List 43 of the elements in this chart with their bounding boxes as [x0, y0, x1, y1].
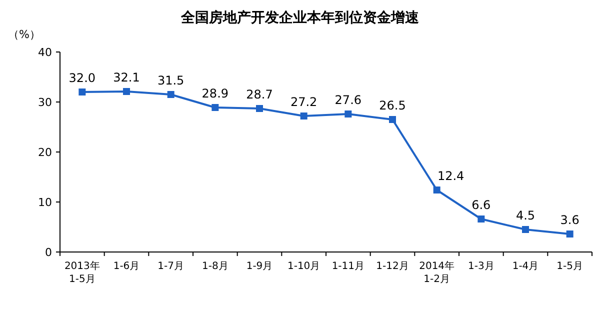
data-label: 28.7 [246, 88, 273, 102]
data-label: 27.6 [334, 93, 362, 107]
data-label: 28.9 [202, 86, 229, 100]
data-label: 26.5 [379, 98, 406, 112]
data-label: 12.4 [437, 169, 464, 183]
point [300, 112, 308, 120]
x-tick-label: 1-9月 [246, 261, 273, 272]
point [566, 230, 574, 238]
point [522, 226, 529, 233]
point [123, 88, 130, 95]
x-tick-label: 1-4月 [512, 261, 539, 272]
data-label: 6.6 [472, 198, 491, 212]
y-tick-label: 0 [45, 246, 52, 259]
y-axis-title: （%） [8, 28, 40, 41]
x-tick-label: 1-8月 [202, 261, 228, 272]
data-label: 4.5 [516, 208, 536, 222]
data-label: 32.1 [113, 70, 140, 84]
x-tick-label: 1-12月 [376, 261, 409, 272]
point [167, 91, 174, 98]
chart-title: 全国房地产开发企业本年到位资金增速 [180, 9, 420, 26]
x-tick-label: 2013年 1-5月 [64, 260, 100, 285]
data-label: 3.6 [560, 213, 580, 227]
y-tick-label: 10 [38, 196, 52, 209]
point [389, 116, 396, 123]
data-label: 31.5 [157, 74, 184, 88]
point [344, 110, 352, 118]
data-label: 27.2 [290, 95, 318, 109]
x-tick-label: 1-5月 [556, 261, 584, 272]
x-tick-label: 1-11月 [332, 261, 365, 272]
x-tick-label: 1-3月 [468, 261, 494, 272]
y-tick-label: 30 [38, 96, 52, 109]
y-tick-label: 20 [38, 146, 52, 159]
y-tick-label: 40 [38, 46, 52, 59]
x-tick-label: 1-10月 [287, 261, 320, 272]
x-tick-label: 1-6月 [113, 261, 140, 272]
point [78, 88, 86, 96]
data-label: 32.0 [68, 71, 96, 85]
point [433, 186, 440, 194]
point [256, 105, 263, 112]
point [478, 216, 485, 222]
x-tick-label: 2014年 1-2月 [419, 260, 455, 285]
point [212, 104, 219, 111]
x-tick-label: 1-7月 [158, 261, 184, 272]
